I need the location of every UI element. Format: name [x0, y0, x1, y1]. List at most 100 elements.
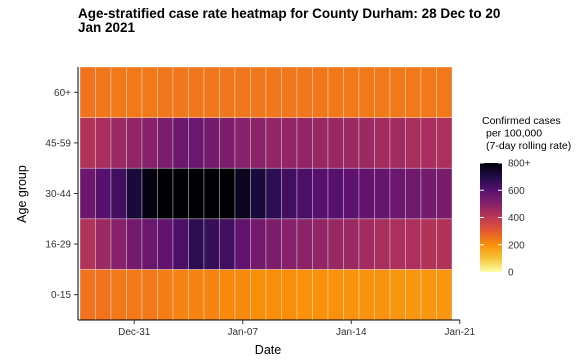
y-tick-label: 60+	[54, 88, 71, 99]
heatmap-cell	[343, 269, 360, 321]
legend-tick-label: 800+	[508, 159, 531, 170]
heatmap-cell	[172, 218, 189, 270]
heatmap-cell	[327, 167, 344, 220]
heatmap-cell	[265, 218, 282, 270]
heatmap-cell	[343, 218, 360, 270]
chart-title-line1: Age-stratified case rate heatmap for Cou…	[78, 6, 500, 21]
heatmap-cell	[312, 167, 329, 220]
x-tick-label: Dec-31	[118, 327, 151, 338]
heatmap-cell	[281, 167, 298, 220]
heatmap-cell	[110, 117, 127, 169]
heatmap-cell	[234, 269, 251, 321]
heatmap-cell	[436, 167, 453, 220]
heatmap-cell	[79, 269, 96, 321]
heatmap-cell	[250, 218, 267, 270]
heatmap-cell	[358, 218, 375, 270]
heatmap-cell	[126, 167, 143, 220]
heatmap-cell	[110, 66, 127, 118]
heatmap-cell	[157, 218, 174, 270]
heatmap-cell	[110, 167, 127, 220]
heatmap-cell	[79, 117, 96, 169]
legend-title-line: Confirmed cases	[482, 115, 561, 127]
heatmap-cell	[327, 66, 344, 118]
chart-title-line2: Jan 2021	[78, 20, 136, 35]
heatmap-cell	[95, 117, 112, 169]
legend-title-line: (7-day rolling rate)	[486, 140, 571, 152]
heatmap-cell	[79, 66, 96, 118]
x-axis-title: Date	[255, 343, 281, 357]
heatmap-cell	[296, 269, 313, 321]
heatmap-cell	[234, 66, 251, 118]
legend-tick-label: 200	[508, 240, 525, 251]
heatmap-cell	[157, 117, 174, 169]
heatmap-cell	[234, 117, 251, 169]
heatmap-cell	[157, 167, 174, 220]
heatmap-cell	[95, 167, 112, 220]
heatmap-cell	[405, 167, 422, 220]
heatmap-cell	[436, 117, 453, 169]
heatmap-cell	[389, 117, 406, 169]
heatmap-cell	[188, 167, 205, 220]
heatmap-cell	[172, 167, 189, 220]
heatmap-cell	[203, 66, 220, 118]
heatmap-cell	[126, 218, 143, 270]
heatmap-cell	[343, 66, 360, 118]
heatmap-cell	[234, 218, 251, 270]
legend-tick-label: 0	[508, 268, 514, 279]
heatmap-cell	[203, 218, 220, 270]
x-tick-label: Jan-07	[227, 327, 258, 338]
heatmap-cell	[358, 269, 375, 321]
heatmap-cell	[203, 269, 220, 321]
y-axis: 0-15 16-29 30-44 45-59 60+	[45, 67, 79, 320]
heatmap-cell	[436, 66, 453, 118]
heatmap-cell	[141, 167, 158, 220]
heatmap-cell	[327, 269, 344, 321]
heatmap-cell	[157, 269, 174, 321]
heatmap-cell	[343, 167, 360, 220]
heatmap-cell	[219, 167, 236, 220]
heatmap-cell	[358, 66, 375, 118]
y-tick-label: 0-15	[51, 290, 71, 301]
heatmap-cell	[405, 117, 422, 169]
heatmap-cell	[296, 117, 313, 169]
heatmap-cell	[219, 66, 236, 118]
heatmap-cell	[219, 218, 236, 270]
heatmap-cell	[172, 117, 189, 169]
heatmap-cell	[420, 167, 437, 220]
heatmap-cell	[296, 66, 313, 118]
heatmap-cell	[405, 269, 422, 321]
x-tick-label: Jan-14	[336, 327, 367, 338]
x-tick-label: Jan-21	[444, 327, 475, 338]
heatmap-cell	[234, 167, 251, 220]
heatmap-cell	[141, 269, 158, 321]
heatmap-cell	[265, 66, 282, 118]
heatmap-cell	[79, 167, 96, 220]
heatmap-cell	[281, 269, 298, 321]
heatmap-cell	[374, 66, 391, 118]
heatmap-cell	[374, 167, 391, 220]
heatmap-cell	[219, 117, 236, 169]
heatmap-cell	[281, 66, 298, 118]
heatmap-cell	[312, 117, 329, 169]
heatmap-cell	[358, 167, 375, 220]
legend-tick-label: 400	[508, 213, 525, 224]
heatmap-cell	[343, 117, 360, 169]
heatmap-cell	[141, 117, 158, 169]
heatmap-cell	[265, 269, 282, 321]
heatmap-cell	[281, 218, 298, 270]
heatmap-cell	[188, 66, 205, 118]
heatmap-cell	[420, 269, 437, 321]
legend-colorbar	[480, 163, 502, 272]
heatmap-cell	[405, 218, 422, 270]
heatmap-cell	[219, 269, 236, 321]
heatmap-cell	[389, 269, 406, 321]
heatmap-cell	[389, 167, 406, 220]
heatmap-cell	[312, 66, 329, 118]
heatmap-cell	[141, 218, 158, 270]
heatmap-cell	[374, 218, 391, 270]
heatmap-cell	[126, 269, 143, 321]
heatmap-cell	[95, 218, 112, 270]
heatmap-cell	[312, 269, 329, 321]
